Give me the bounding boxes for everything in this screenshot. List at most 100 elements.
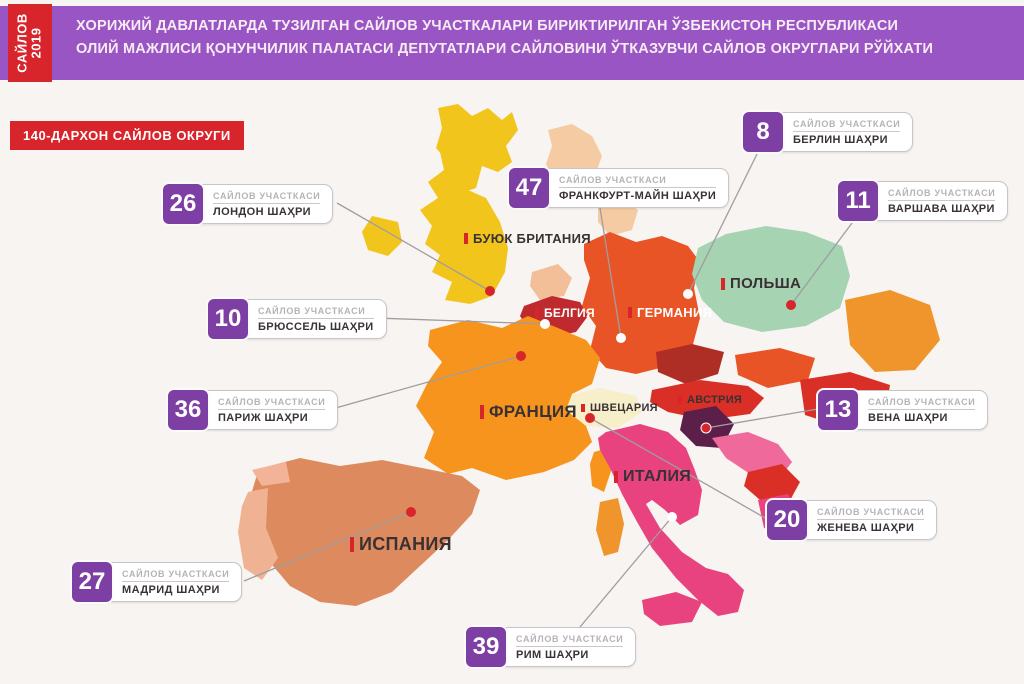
title-line-2: ОЛИЙ МАЖЛИСИ ҚОНУНЧИЛИК ПАЛАТАСИ ДЕПУТАТ… <box>76 41 934 57</box>
callout-sublabel: САЙЛОВ УЧАСТКАСИ <box>868 397 976 410</box>
election-year-ribbon: САЙЛОВ 2019 <box>8 4 52 82</box>
callout-city: БЕРЛИН ШАҲРИ <box>793 133 888 146</box>
marker-frankfurt <box>616 333 626 343</box>
country-shape-germany <box>582 232 700 374</box>
marker-berlin <box>683 289 693 299</box>
red-bar-icon <box>614 470 618 484</box>
country-shape-czech <box>656 344 724 384</box>
callout-brussels: 10 САЙЛОВ УЧАСТКАСИ БРЮССЕЛЬ ШАҲРИ <box>206 297 387 341</box>
callout-sublabel: САЙЛОВ УЧАСТКАСИ <box>559 175 717 188</box>
station-count: 47 <box>507 166 551 210</box>
header-strip <box>0 6 1024 80</box>
red-bar-icon <box>628 307 632 318</box>
city-markers <box>406 286 796 522</box>
country-name: АВСТРИЯ <box>687 394 743 406</box>
island-sardinia <box>596 498 624 556</box>
marker-paris <box>516 351 526 361</box>
country-label-austria: АВСТРИЯ <box>678 394 742 406</box>
connector-vienna <box>705 408 819 429</box>
callout-sublabel: САЙЛОВ УЧАСТКАСИ <box>258 306 374 319</box>
country-label-germany: ГЕРМАНИЯ <box>628 305 712 320</box>
marker-warsaw <box>786 300 796 310</box>
station-count: 11 <box>836 179 880 223</box>
callout-warsaw: 11 САЙЛОВ УЧАСТКАСИ ВАРШАВА ШАҲРИ <box>836 179 1009 223</box>
country-shape-italy <box>598 424 744 616</box>
callout-city: ВЕНА ШАҲРИ <box>868 411 948 424</box>
red-bar-icon <box>721 277 725 290</box>
callout-city: ЖЕНЕВА ШАҲРИ <box>817 521 915 534</box>
country-shape-switzerland <box>562 388 642 428</box>
connector-frankfurt <box>599 207 622 339</box>
country-name: ПОЛЬША <box>730 275 802 292</box>
callout-frankfurt: 47 САЙЛОВ УЧАСТКАСИ ФРАНКФУРТ-МАЙН ШАҲРИ <box>507 166 730 210</box>
district-badge: 140-ДАРХОН САЙЛОВ ОКРУГИ <box>10 121 244 150</box>
red-bar-icon <box>350 537 354 552</box>
country-label-italy: ИТАЛИЯ <box>614 468 691 486</box>
country-name: ИСПАНИЯ <box>359 534 452 554</box>
country-shape-ukraine <box>845 290 940 372</box>
callout-paris: 36 САЙЛОВ УЧАСТКАСИ ПАРИЖ ШАҲРИ <box>166 388 339 432</box>
red-bar-icon <box>480 405 484 419</box>
marker-rome <box>667 512 677 522</box>
callout-city: ЛОНДОН ШАҲРИ <box>213 205 311 218</box>
callout-city: МАДРИД ШАҲРИ <box>122 583 220 596</box>
red-bar-icon <box>678 395 682 405</box>
callout-rome: 39 САЙЛОВ УЧАСТКАСИ РИМ ШАҲРИ <box>464 625 637 669</box>
country-shape-ireland <box>362 216 402 256</box>
callout-sublabel: САЙЛОВ УЧАСТКАСИ <box>817 507 925 520</box>
callout-city: ПАРИЖ ШАҲРИ <box>218 411 309 424</box>
callout-city: ФРАНКФУРТ-МАЙН ШАҲРИ <box>559 189 717 202</box>
connector-warsaw <box>790 222 853 306</box>
red-bar-icon <box>535 308 539 318</box>
callout-sublabel: САЙЛОВ УЧАСТКАСИ <box>516 634 624 647</box>
red-bar-icon <box>464 233 468 244</box>
island-sicily <box>642 592 702 626</box>
ribbon-year: 2019 <box>29 27 45 59</box>
callout-vienna: 13 САЙЛОВ УЧАСТКАСИ ВЕНА ШАҲРИ <box>816 388 989 432</box>
country-shape-france <box>416 316 600 480</box>
country-name: ШВЕЦАРИЯ <box>590 402 658 414</box>
station-count: 13 <box>816 388 860 432</box>
station-count: 8 <box>741 110 785 154</box>
title-line-1: ХОРИЖИЙ ДАВЛАТЛАРДА ТУЗИЛГАН САЙЛОВ УЧАС… <box>76 18 899 34</box>
country-label-poland: ПОЛЬША <box>721 275 801 292</box>
callout-sublabel: САЙЛОВ УЧАСТКАСИ <box>122 569 230 582</box>
station-count: 20 <box>765 498 809 542</box>
country-shape-portugal <box>238 488 278 580</box>
connector-brussels <box>375 317 546 325</box>
country-name: ГЕРМАНИЯ <box>637 305 713 320</box>
callout-sublabel: САЙЛОВ УЧАСТКАСИ <box>218 397 326 410</box>
marker-geneva <box>585 413 595 423</box>
station-count: 26 <box>161 182 205 226</box>
country-name: ИТАЛИЯ <box>623 468 692 485</box>
connector-london <box>336 202 491 292</box>
connector-lines <box>243 151 853 628</box>
callout-sublabel: САЙЛОВ УЧАСТКАСИ <box>793 119 901 132</box>
country-shape-bosnia <box>744 464 800 504</box>
country-label-uk: БУЮК БРИТАНИЯ <box>464 231 591 246</box>
country-shape-austria <box>650 380 764 420</box>
marker-brussels <box>540 319 550 329</box>
page-title: ХОРИЖИЙ ДАВЛАТЛАРДА ТУЗИЛГАН САЙЛОВ УЧАС… <box>76 15 933 61</box>
callout-city: РИМ ШАҲРИ <box>516 648 589 661</box>
country-label-belgium: БЕЛГИЯ <box>535 306 595 320</box>
country-shape-netherlands <box>530 264 572 300</box>
marker-london <box>485 286 495 296</box>
country-label-switzerland: ШВЕЦАРИЯ <box>581 402 658 414</box>
callout-berlin: 8 САЙЛОВ УЧАСТКАСИ БЕРЛИН ШАҲРИ <box>741 110 914 154</box>
station-count: 10 <box>206 297 250 341</box>
callout-geneva: 20 САЙЛОВ УЧАСТКАСИ ЖЕНЕВА ШАҲРИ <box>765 498 938 542</box>
connector-geneva <box>589 417 768 520</box>
country-name: ФРАНЦИЯ <box>489 402 577 421</box>
red-bar-icon <box>581 403 585 413</box>
country-label-spain: ИСПАНИЯ <box>350 534 452 555</box>
station-count: 39 <box>464 625 508 669</box>
connector-madrid <box>243 511 412 582</box>
station-count: 27 <box>70 560 114 604</box>
marker-vienna <box>700 422 712 434</box>
country-shape-poland <box>692 226 850 332</box>
connector-berlin <box>687 151 759 295</box>
marker-madrid <box>406 507 416 517</box>
callout-city: БРЮССЕЛЬ ШАҲРИ <box>258 320 374 333</box>
